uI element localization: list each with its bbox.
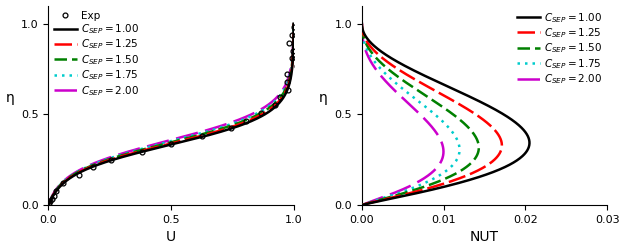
X-axis label: NUT: NUT xyxy=(470,230,499,244)
Legend: $C_{SEP} = 1.00$, $C_{SEP} = 1.25$, $C_{SEP} = 1.50$, $C_{SEP} = 1.75$, $C_{SEP}: $C_{SEP} = 1.00$, $C_{SEP} = 1.25$, $C_{… xyxy=(514,9,604,88)
Legend: Exp, $C_{SEP} = 1.00$, $C_{SEP} = 1.25$, $C_{SEP} = 1.50$, $C_{SEP} = 1.75$, $C_: Exp, $C_{SEP} = 1.00$, $C_{SEP} = 1.25$,… xyxy=(51,9,141,100)
Y-axis label: η: η xyxy=(6,91,14,105)
X-axis label: U: U xyxy=(166,230,176,244)
Y-axis label: η: η xyxy=(319,91,328,105)
